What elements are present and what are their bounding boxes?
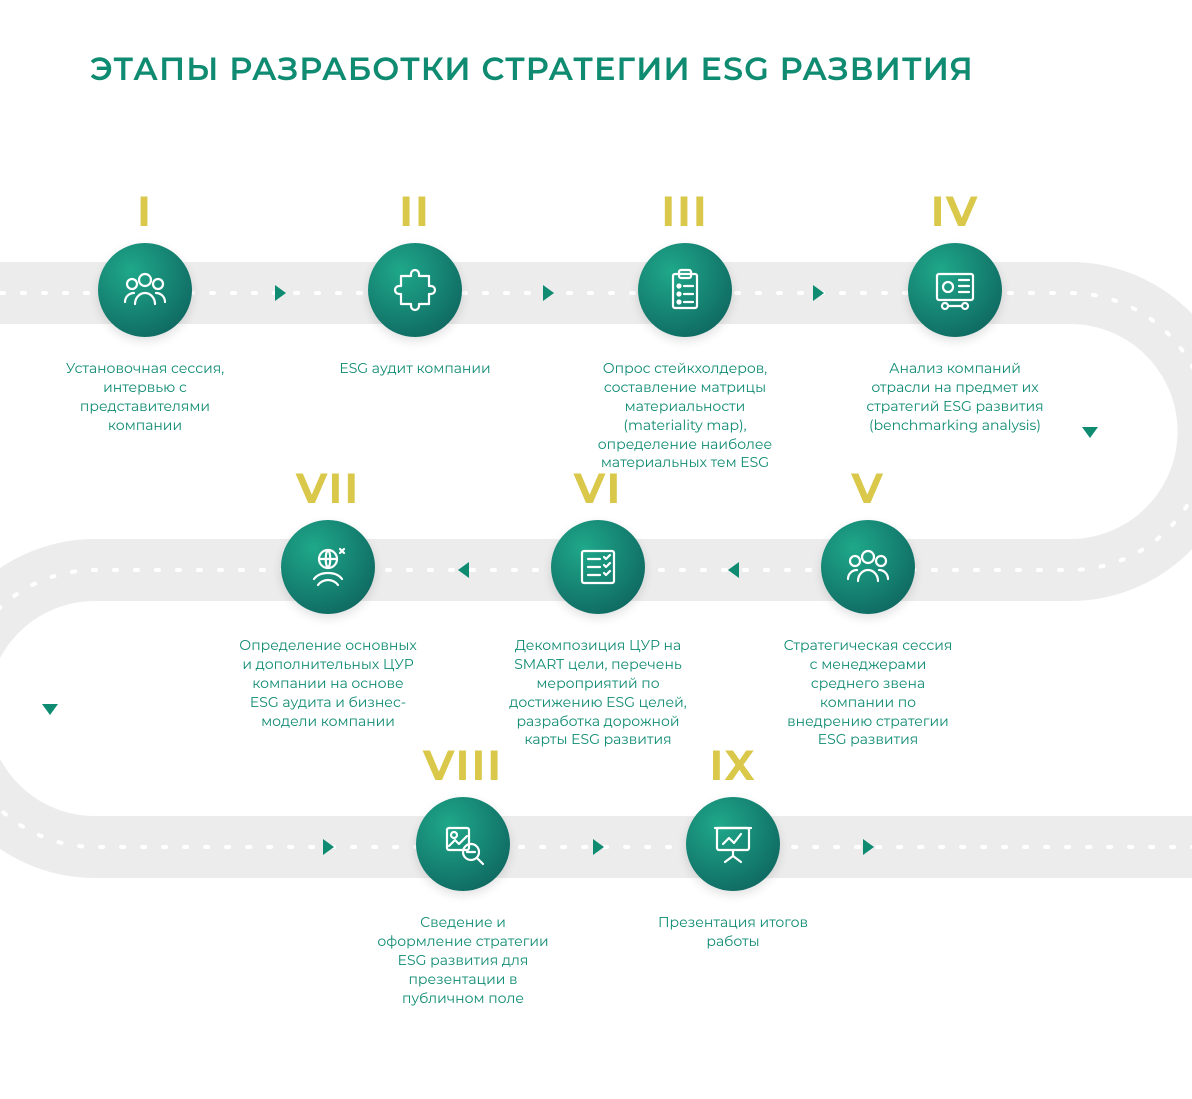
step-numeral: I	[137, 185, 153, 237]
step-description: Анализ компаний отрасли на предмет их ст…	[865, 359, 1045, 435]
flow-arrow-left-icon	[458, 562, 469, 578]
page-title: ЭТАПЫ РАЗРАБОТКИ СТРАТЕГИИ ESG РАЗВИТИЯ	[90, 50, 974, 89]
clipboard-icon	[661, 266, 709, 314]
step-badge	[821, 520, 915, 614]
report-icon	[439, 820, 487, 868]
flow-arrow-left-icon	[728, 562, 739, 578]
present-icon	[709, 820, 757, 868]
step-v: V Стратегическая сессия с менеджерами ср…	[778, 462, 958, 749]
step-numeral: V	[851, 462, 884, 514]
step-numeral: II	[399, 185, 431, 237]
step-vi: VI Декомпозиция ЦУР на SMART цели, переч…	[508, 462, 688, 749]
flow-arrow-right-icon	[275, 285, 286, 301]
step-description: ESG аудит компании	[339, 359, 490, 378]
flow-arrow-right-icon	[323, 839, 334, 855]
step-iv: IV Анализ компаний отрасли на предмет их…	[865, 185, 1045, 435]
step-badge	[368, 243, 462, 337]
step-numeral: IV	[931, 185, 979, 237]
step-ix: IX Презентация итогов работы	[643, 739, 823, 951]
step-badge	[686, 797, 780, 891]
step-description: Опрос стейкхолдеров, составление матрицы…	[595, 359, 775, 472]
flow-arrow-right-icon	[593, 839, 604, 855]
step-iii: III Опрос стейкхолдеров, составление мат…	[595, 185, 775, 472]
step-numeral: III	[661, 185, 708, 237]
step-numeral: IX	[710, 739, 757, 791]
group-icon	[121, 266, 169, 314]
step-description: Определение основных и дополнительных ЦУ…	[238, 636, 418, 730]
step-numeral: VIII	[423, 739, 503, 791]
flow-arrow-right-icon	[863, 839, 874, 855]
flow-arrow-down-icon	[42, 704, 58, 715]
step-badge	[281, 520, 375, 614]
flow-arrow-right-icon	[813, 285, 824, 301]
step-badge	[551, 520, 645, 614]
checklist-icon	[574, 543, 622, 591]
puzzle-icon	[391, 266, 439, 314]
step-description: Сведение и оформление стратегии ESG разв…	[373, 913, 553, 1007]
flow-arrow-down-icon	[1082, 427, 1098, 438]
step-badge	[638, 243, 732, 337]
step-description: Стратегическая сессия с менеджерами сред…	[778, 636, 958, 749]
step-i: I Установочная сессия, интервью с предст…	[55, 185, 235, 435]
step-badge	[416, 797, 510, 891]
step-badge	[908, 243, 1002, 337]
globe-hand-icon	[304, 543, 352, 591]
flow-arrow-right-icon	[543, 285, 554, 301]
step-ii: II ESG аудит компании	[325, 185, 505, 378]
step-description: Декомпозиция ЦУР на SMART цели, перечень…	[508, 636, 688, 749]
step-viii: VIII Сведение и оформление стратегии ESG…	[373, 739, 553, 1007]
step-description: Установочная сессия, интервью с представ…	[55, 359, 235, 435]
step-badge	[98, 243, 192, 337]
dashboard-icon	[931, 266, 979, 314]
group-icon	[844, 543, 892, 591]
step-vii: VII Определение основных и дополнительны…	[238, 462, 418, 730]
step-numeral: VI	[574, 462, 622, 514]
step-numeral: VII	[296, 462, 360, 514]
step-description: Презентация итогов работы	[643, 913, 823, 951]
